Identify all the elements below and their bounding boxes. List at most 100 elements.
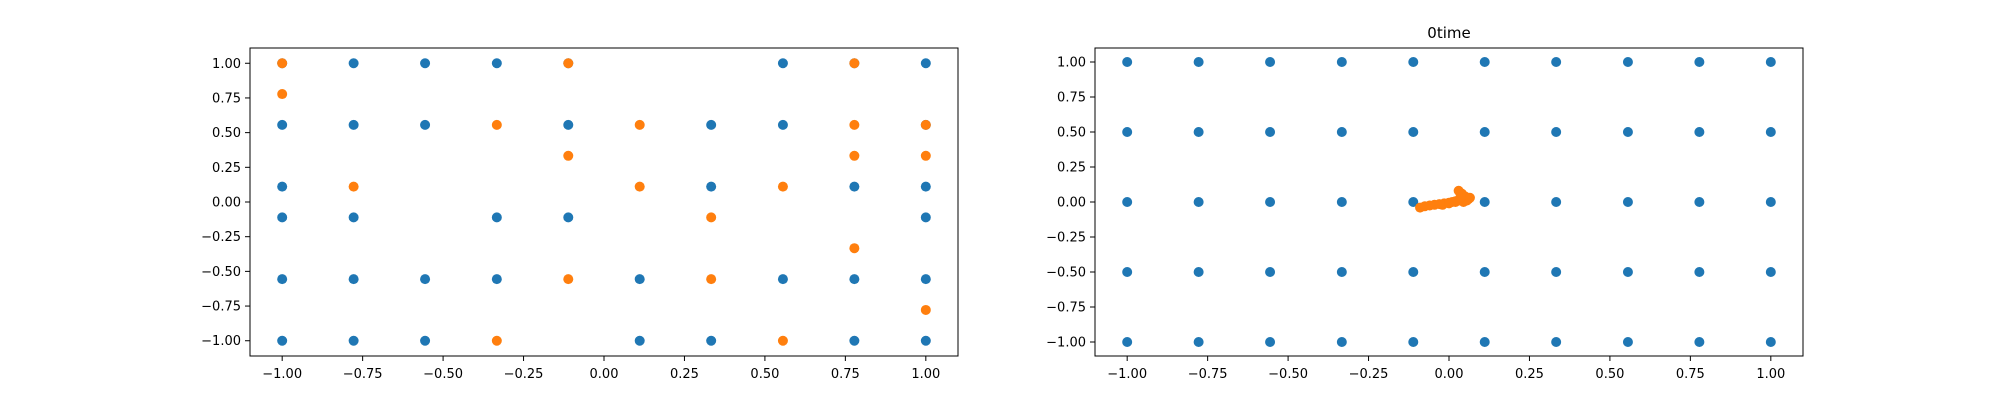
right-points	[1122, 57, 1776, 347]
right-x-ticks: −1.00 −0.75 −0.50 −0.25 0.00 0.25 0.50 0.75 1.00	[1107, 356, 1785, 382]
y-tick-label: −0.25	[1046, 231, 1086, 246]
scatter-point-s0-47	[1622, 337, 1633, 347]
scatter-point-s0-19	[1765, 127, 1776, 137]
scatter-point-s0-24	[1408, 197, 1419, 207]
scatter-point-s0-27	[1622, 197, 1633, 207]
scatter-point-s0-17	[849, 181, 860, 192]
y-tick-label: 0.00	[1057, 196, 1086, 211]
x-tick-label: −1.00	[1107, 367, 1147, 382]
scatter-point-s0-3	[491, 58, 502, 69]
scatter-point-s0-11	[1193, 127, 1204, 137]
scatter-point-s0-10	[420, 119, 431, 130]
scatter-point-s0-5	[1479, 57, 1490, 67]
scatter-point-s0-36	[706, 335, 717, 346]
scatter-point-s0-31	[1193, 267, 1204, 277]
scatter-point-s0-23	[1336, 197, 1347, 207]
scatter-point-s0-18	[920, 181, 931, 192]
scatter-point-s1-0	[277, 58, 288, 69]
scatter-point-s1-9	[849, 150, 860, 161]
scatter-point-s0-24	[277, 274, 288, 285]
scatter-point-s0-9	[1765, 57, 1776, 67]
scatter-point-s1-5	[634, 119, 645, 130]
x-tick-label: −0.25	[1349, 367, 1389, 382]
scatter-point-s1-1	[563, 58, 574, 69]
scatter-point-s0-41	[1193, 337, 1204, 347]
left-y-ticks: 1.00 0.75 0.50 0.25 0.00 −0.25 −0.50 −0.75 −1.00	[201, 57, 250, 349]
scatter-point-s0-21	[1193, 197, 1204, 207]
scatter-point-s1-6	[849, 119, 860, 130]
scatter-point-s0-8	[277, 119, 288, 130]
scatter-point-s0-2	[1265, 57, 1276, 67]
scatter-point-s0-44	[1408, 337, 1419, 347]
y-tick-label: 1.00	[212, 57, 241, 72]
y-tick-label: 0.25	[212, 161, 241, 176]
scatter-point-s0-25	[348, 274, 359, 285]
x-tick-label: 1.00	[1756, 367, 1785, 382]
y-tick-label: −0.50	[1046, 266, 1086, 281]
x-tick-label: 0.50	[750, 367, 779, 382]
scatter-point-s0-9	[348, 119, 359, 130]
scatter-point-s0-35	[634, 335, 645, 346]
x-tick-label: −0.75	[1188, 367, 1228, 382]
y-tick-label: −0.50	[201, 265, 241, 280]
scatter-point-s0-23	[920, 212, 931, 223]
scatter-point-s0-39	[1765, 267, 1776, 277]
scatter-point-s1-20	[777, 335, 788, 346]
right-y-ticks: 1.00 0.75 0.50 0.25 0.00 −0.25 −0.50 −0.75 −1.00	[1046, 56, 1095, 351]
scatter-point-s0-28	[634, 274, 645, 285]
scatter-point-s0-1	[348, 58, 359, 69]
scatter-point-s0-17	[1622, 127, 1633, 137]
scatter-point-s0-6	[1551, 57, 1562, 67]
y-tick-label: 0.25	[1057, 161, 1086, 176]
scatter-point-s1-4	[491, 119, 502, 130]
scatter-point-s0-2	[420, 58, 431, 69]
scatter-point-s0-31	[920, 274, 931, 285]
scatter-point-s1-17	[706, 274, 717, 285]
scatter-point-s0-12	[1265, 127, 1276, 137]
x-tick-label: 0.75	[831, 367, 860, 382]
x-tick-label: 0.50	[1595, 367, 1624, 382]
scatter-point-s0-37	[849, 335, 860, 346]
right-scatter-panel: −1.00 −0.75 −0.50 −0.25 0.00 0.25 0.50 0.75 1.00…	[1046, 24, 1804, 382]
y-tick-label: −0.25	[201, 230, 241, 245]
x-tick-label: 0.00	[1435, 367, 1464, 382]
y-tick-label: 0.50	[1057, 126, 1086, 141]
scatter-point-s0-34	[420, 335, 431, 346]
scatter-point-s0-16	[706, 181, 717, 192]
scatter-point-s1-7	[920, 119, 931, 130]
scatter-point-s0-29	[1765, 197, 1776, 207]
x-tick-label: 1.00	[911, 367, 940, 382]
x-tick-label: −0.50	[1268, 367, 1308, 382]
scatter-point-s0-33	[1336, 267, 1347, 277]
scatter-point-s1-22	[1455, 192, 1466, 203]
scatter-point-s1-10	[920, 150, 931, 161]
right-chart-title: 0time	[1427, 24, 1470, 42]
left-points	[277, 58, 931, 346]
scatter-point-s1-19	[491, 335, 502, 346]
x-tick-label: −0.75	[343, 367, 383, 382]
scatter-point-s0-32	[1265, 267, 1276, 277]
scatter-point-s0-34	[1408, 267, 1419, 277]
scatter-point-s0-26	[1551, 197, 1562, 207]
scatter-point-s0-8	[1694, 57, 1705, 67]
scatter-point-s0-48	[1694, 337, 1705, 347]
scatter-point-s0-22	[563, 212, 574, 223]
scatter-point-s0-16	[1551, 127, 1562, 137]
scatter-point-s0-30	[849, 274, 860, 285]
scatter-point-s0-18	[1694, 127, 1705, 137]
scatter-point-s0-21	[491, 212, 502, 223]
scatter-point-s0-32	[277, 335, 288, 346]
scatter-point-s0-42	[1265, 337, 1276, 347]
scatter-point-s1-16	[563, 274, 574, 285]
scatter-point-s0-20	[1122, 197, 1133, 207]
scatter-point-s0-7	[1622, 57, 1633, 67]
x-tick-label: 0.75	[1676, 367, 1705, 382]
x-tick-label: 0.25	[1515, 367, 1544, 382]
scatter-point-s0-43	[1336, 337, 1347, 347]
y-tick-label: −1.00	[1046, 336, 1086, 351]
x-tick-label: 0.25	[670, 367, 699, 382]
scatter-point-s0-35	[1479, 267, 1490, 277]
scatter-point-s0-15	[1479, 127, 1490, 137]
